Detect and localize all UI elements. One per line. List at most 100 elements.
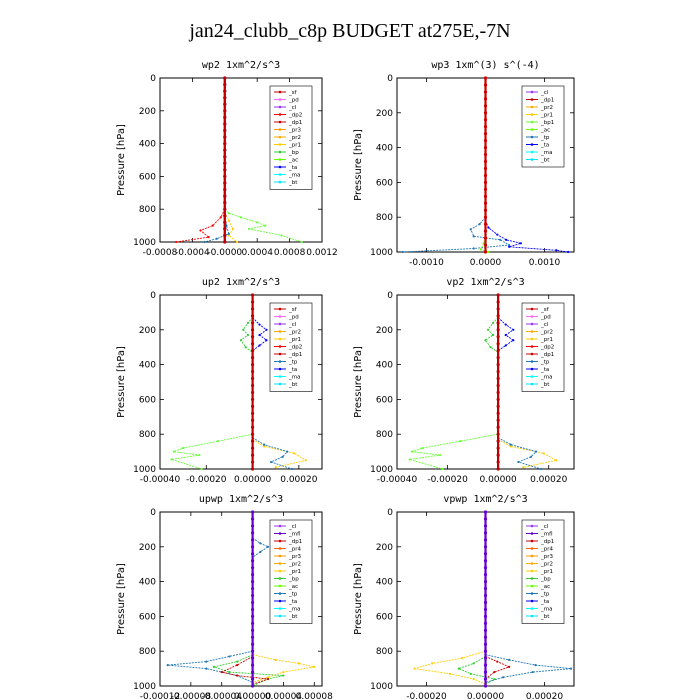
data-point	[483, 125, 488, 129]
legend-marker	[278, 562, 282, 565]
data-point	[483, 208, 488, 212]
legend-marker	[278, 607, 282, 610]
y-tick-label: 0	[387, 291, 393, 301]
data-point	[250, 376, 255, 381]
y-tick-label: 800	[376, 213, 393, 223]
series-line	[485, 220, 569, 253]
legend-label: _ta	[288, 165, 297, 171]
data-point	[250, 628, 255, 632]
data-point	[472, 247, 475, 250]
data-point	[258, 344, 261, 347]
y-tick-label: 200	[376, 543, 393, 553]
data-point	[250, 517, 255, 521]
data-point	[250, 649, 255, 653]
data-point	[203, 240, 206, 244]
data-point	[483, 649, 488, 653]
legend-marker	[278, 307, 282, 311]
data-point	[508, 245, 511, 248]
legend-marker	[530, 158, 534, 161]
y-tick-label: 200	[139, 326, 156, 336]
data-point	[250, 607, 255, 612]
data-point	[483, 593, 488, 598]
legend-marker	[278, 330, 282, 333]
data-point	[228, 670, 231, 674]
data-point	[519, 242, 523, 245]
y-tick-label: 200	[376, 326, 393, 336]
legend-marker	[278, 352, 282, 356]
data-point	[297, 662, 300, 665]
data-point	[250, 531, 255, 535]
legend-marker	[278, 98, 282, 101]
data-point	[242, 328, 245, 331]
legend-label: _bt	[288, 382, 298, 388]
legend-marker	[278, 135, 282, 139]
panel-title: vp2 1xm^2/s^3	[446, 277, 524, 288]
page-title: jan24_clubb_c8p BUDGET at275E,-7N	[189, 20, 511, 42]
legend-marker	[278, 113, 282, 116]
x-tick-label: -0.00004	[201, 692, 242, 700]
legend-label: _dp1	[540, 352, 554, 358]
y-axis-label: Pressure [hPa]	[116, 563, 127, 635]
legend-marker	[530, 315, 534, 318]
legend-marker	[530, 614, 534, 618]
y-tick-label: 800	[376, 430, 393, 440]
legend-label: _pr2	[288, 330, 301, 336]
series-line	[171, 433, 253, 470]
legend-label: _ma	[288, 173, 300, 179]
data-point	[250, 670, 255, 674]
data-point	[250, 545, 255, 549]
legend-marker	[278, 592, 282, 595]
legend-label: _cl	[540, 524, 549, 530]
plot-frame	[159, 77, 323, 243]
data-point	[496, 314, 500, 318]
data-point	[223, 82, 227, 87]
legend-marker	[530, 375, 534, 378]
data-point	[509, 445, 512, 448]
data-point	[250, 453, 255, 457]
x-tick-label: -0.00008	[171, 692, 212, 700]
legend-label: _bt	[288, 614, 298, 620]
legend-marker	[278, 382, 282, 386]
x-tick-label: -0.00020	[406, 692, 447, 700]
data-point	[483, 635, 488, 639]
legend-label: _pr3	[288, 128, 302, 134]
data-point	[223, 181, 227, 185]
legend-marker	[278, 547, 282, 550]
data-point	[250, 552, 255, 556]
data-point	[274, 658, 277, 662]
x-tick-label: 0.00020	[526, 692, 563, 700]
data-point	[250, 369, 255, 374]
panel-title: vpwp 1xm^2/s^3	[443, 494, 527, 505]
legend-marker	[530, 607, 534, 610]
data-point	[250, 446, 255, 450]
legend-marker	[530, 592, 534, 595]
y-tick-label: 0	[387, 508, 393, 518]
data-point	[223, 207, 227, 211]
data-point	[266, 677, 270, 681]
panel-5: upwp 1xm^2/s^3 Pressure [hPa] 0 200 400 600 80…	[116, 494, 333, 700]
legend-marker	[278, 345, 282, 348]
y-tick-label: 1000	[370, 248, 393, 258]
data-point	[438, 453, 442, 457]
data-point	[219, 216, 222, 219]
data-point	[250, 467, 255, 471]
data-point	[483, 229, 488, 233]
legend-label: _ma	[540, 607, 552, 613]
x-tick-label: -0.00020	[427, 475, 468, 485]
data-point	[449, 672, 452, 675]
legend-marker	[278, 524, 282, 528]
x-tick-label: 0.0010	[529, 258, 561, 268]
series-line	[224, 208, 302, 243]
data-point	[250, 580, 255, 584]
legend-label: _ta	[288, 599, 297, 605]
legend-label: _tp	[540, 135, 550, 141]
data-point	[496, 233, 499, 236]
legend-marker	[530, 554, 534, 558]
legend-marker	[530, 345, 534, 348]
legend-label: _sf	[288, 307, 298, 313]
legend-marker	[278, 569, 282, 573]
data-point	[250, 684, 255, 688]
data-point	[512, 339, 515, 342]
data-point	[223, 122, 227, 126]
data-point	[236, 664, 239, 667]
